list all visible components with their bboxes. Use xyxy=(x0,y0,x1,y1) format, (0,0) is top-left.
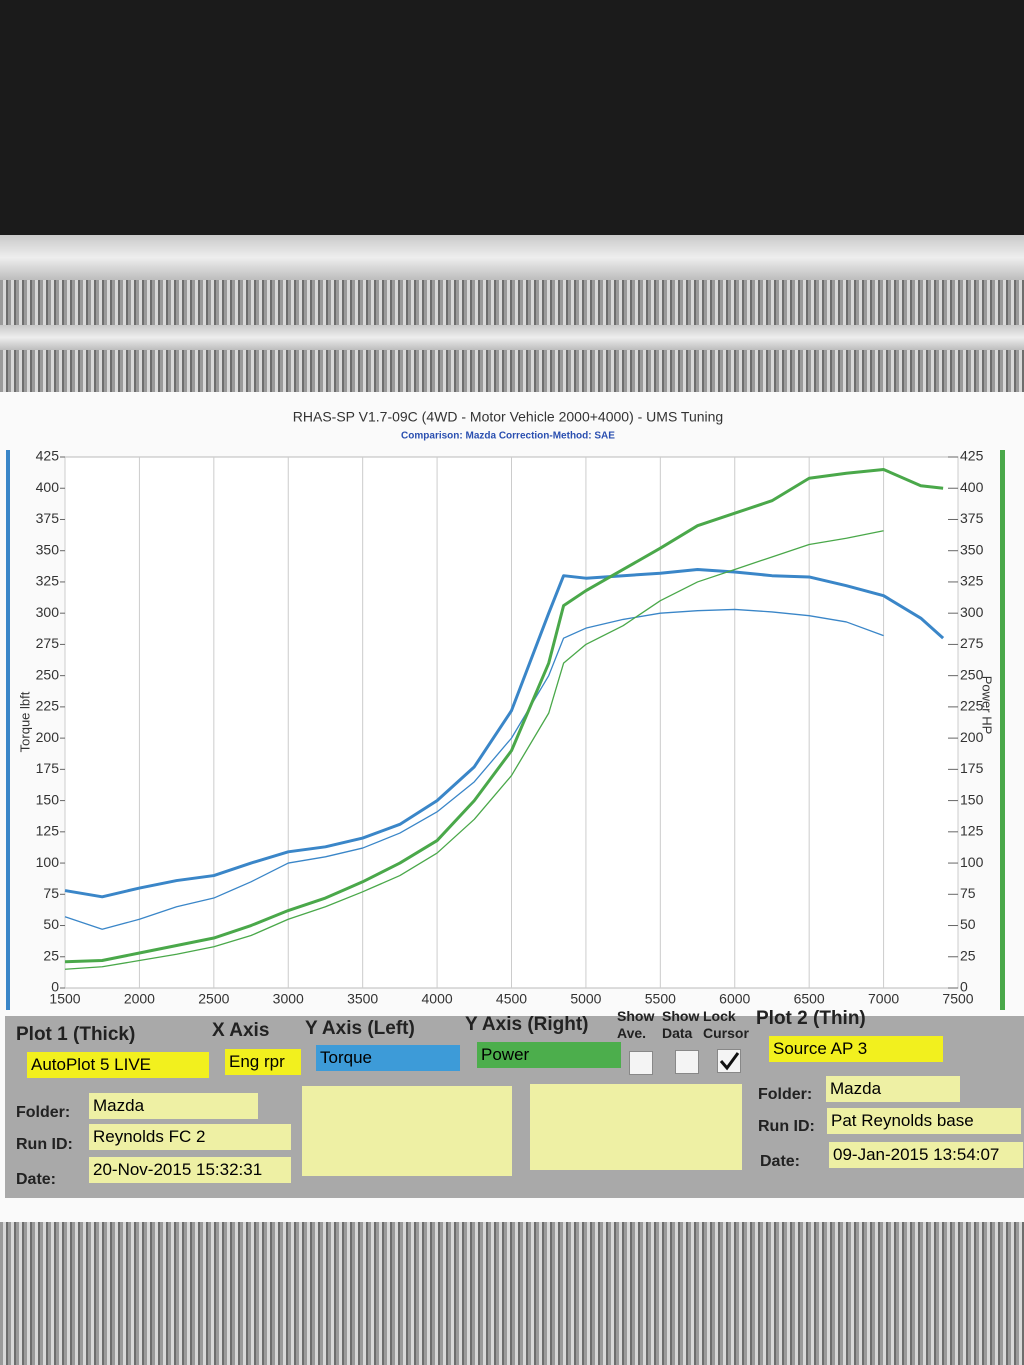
y-tick-label: 0 xyxy=(51,979,59,995)
y2-axis-bar xyxy=(1000,450,1005,1010)
x-tick-label: 3000 xyxy=(273,991,304,1007)
photo-radiator xyxy=(0,280,1024,325)
y-tick-label: 225 xyxy=(36,698,60,714)
heading: Plot 1 (Thick) xyxy=(16,1024,136,1045)
line xyxy=(64,530,884,970)
y2-tick-label: 375 xyxy=(960,510,984,526)
y-tick-label: 175 xyxy=(36,760,60,776)
x-tick-label: 5000 xyxy=(570,991,601,1007)
line xyxy=(64,608,884,930)
x-tick-label: 6000 xyxy=(719,991,750,1007)
y2-tick-label: 25 xyxy=(960,947,976,963)
y2-tick-label: 350 xyxy=(960,541,984,557)
y2-tick-label: 300 xyxy=(960,604,984,620)
y2-tick-label: 250 xyxy=(960,666,984,682)
label: Run ID: xyxy=(16,1136,73,1153)
y-tick-label: 250 xyxy=(36,666,60,682)
heading: Plot 2 (Thin) xyxy=(756,1008,866,1029)
y2-axis-label: Power HP xyxy=(980,676,995,735)
field: Reynolds FC 2 xyxy=(89,1124,291,1150)
photo-plate xyxy=(0,235,1024,280)
dropdown[interactable]: Source AP 3 xyxy=(769,1036,943,1062)
field: Mazda xyxy=(826,1076,960,1102)
photo-plate xyxy=(0,325,1024,350)
x-tick-label: 6500 xyxy=(794,991,825,1007)
y-tick-label: 100 xyxy=(36,854,60,870)
x-tick-label: 1500 xyxy=(49,991,80,1007)
label: Lock Cursor xyxy=(703,1008,749,1041)
x-tick-label: 3500 xyxy=(347,991,378,1007)
label: Run ID: xyxy=(758,1118,815,1135)
y-tick-label: 350 xyxy=(36,541,60,557)
y-tick-label: 50 xyxy=(43,916,59,932)
heading: Y Axis (Left) xyxy=(305,1018,415,1039)
dropdown[interactable]: Torque xyxy=(316,1045,460,1071)
y-tick-label: 375 xyxy=(36,510,60,526)
y2-tick-label: 175 xyxy=(960,760,984,776)
y-axis-bar xyxy=(6,450,10,1010)
field: Pat Reynolds base xyxy=(827,1108,1021,1134)
y2-tick-label: 225 xyxy=(960,698,984,714)
field: 09-Jan-2015 13:54:07 xyxy=(829,1142,1023,1168)
x-tick-label: 5500 xyxy=(645,991,676,1007)
y2-tick-label: 150 xyxy=(960,791,984,807)
x-tick-label: 2000 xyxy=(124,991,155,1007)
checkmark xyxy=(719,1052,740,1071)
x-tick-label: 4000 xyxy=(422,991,453,1007)
label: Date: xyxy=(760,1153,801,1170)
chart-subtitle: Comparison: Mazda Correction-Method: SAE xyxy=(401,431,615,442)
y-tick-label: 200 xyxy=(36,729,60,745)
line xyxy=(64,567,945,899)
x-tick-label: 7500 xyxy=(942,991,973,1007)
field: 20-Nov-2015 15:32:31 xyxy=(89,1157,291,1183)
y-tick-label: 325 xyxy=(36,573,60,589)
dropdown[interactable]: Power xyxy=(477,1042,621,1068)
y-tick-label: 300 xyxy=(36,604,60,620)
control-panel: Plot 1 (Thick) X Axis Y Axis (Left) Y Ax… xyxy=(5,1008,1024,1198)
y-tick-label: 400 xyxy=(36,479,60,495)
y2-tick-label: 0 xyxy=(960,979,968,995)
label: Folder: xyxy=(16,1104,71,1121)
y2-tick-label: 125 xyxy=(960,823,984,839)
y-tick-label: 75 xyxy=(43,885,59,901)
y-tick-label: 275 xyxy=(36,635,60,651)
heading: Y Axis (Right) xyxy=(465,1014,589,1035)
y2-tick-label: 75 xyxy=(960,885,976,901)
y-tick-label: 425 xyxy=(36,448,60,464)
label: Date: xyxy=(16,1171,57,1188)
dropdown[interactable]: AutoPlot 5 LIVE xyxy=(27,1052,209,1078)
field: Mazda xyxy=(89,1093,258,1119)
checkbox[interactable] xyxy=(675,1050,699,1074)
y2-tick-label: 400 xyxy=(960,479,984,495)
empty-field xyxy=(302,1086,512,1176)
x-tick-label: 2500 xyxy=(198,991,229,1007)
photo-radiator xyxy=(0,350,1024,392)
y2-tick-label: 425 xyxy=(960,448,984,464)
label: Show Data xyxy=(662,1008,700,1041)
y2-tick-label: 50 xyxy=(960,916,976,932)
y-tick-label: 25 xyxy=(43,947,59,963)
y2-tick-label: 275 xyxy=(960,635,984,651)
y2-tick-label: 100 xyxy=(960,854,984,870)
x-tick-label: 7000 xyxy=(868,991,899,1007)
checkbox[interactable] xyxy=(629,1051,653,1075)
x-tick-label: 4500 xyxy=(496,991,527,1007)
line xyxy=(64,467,944,964)
y-axis-label: Torque lbft xyxy=(17,691,32,752)
label: Folder: xyxy=(758,1086,813,1103)
photo-radiator xyxy=(0,1222,1024,1365)
checkbox[interactable] xyxy=(717,1049,741,1073)
dropdown[interactable]: Eng rpr xyxy=(225,1049,301,1075)
empty-field xyxy=(530,1084,742,1170)
y-tick-label: 125 xyxy=(36,823,60,839)
heading: X Axis xyxy=(212,1020,270,1041)
y2-tick-label: 325 xyxy=(960,573,984,589)
chart-title: RHAS-SP V1.7-09C (4WD - Motor Vehicle 20… xyxy=(293,409,723,425)
y-tick-label: 150 xyxy=(36,791,60,807)
y2-tick-label: 200 xyxy=(960,729,984,745)
label: Show Ave. xyxy=(617,1008,655,1041)
